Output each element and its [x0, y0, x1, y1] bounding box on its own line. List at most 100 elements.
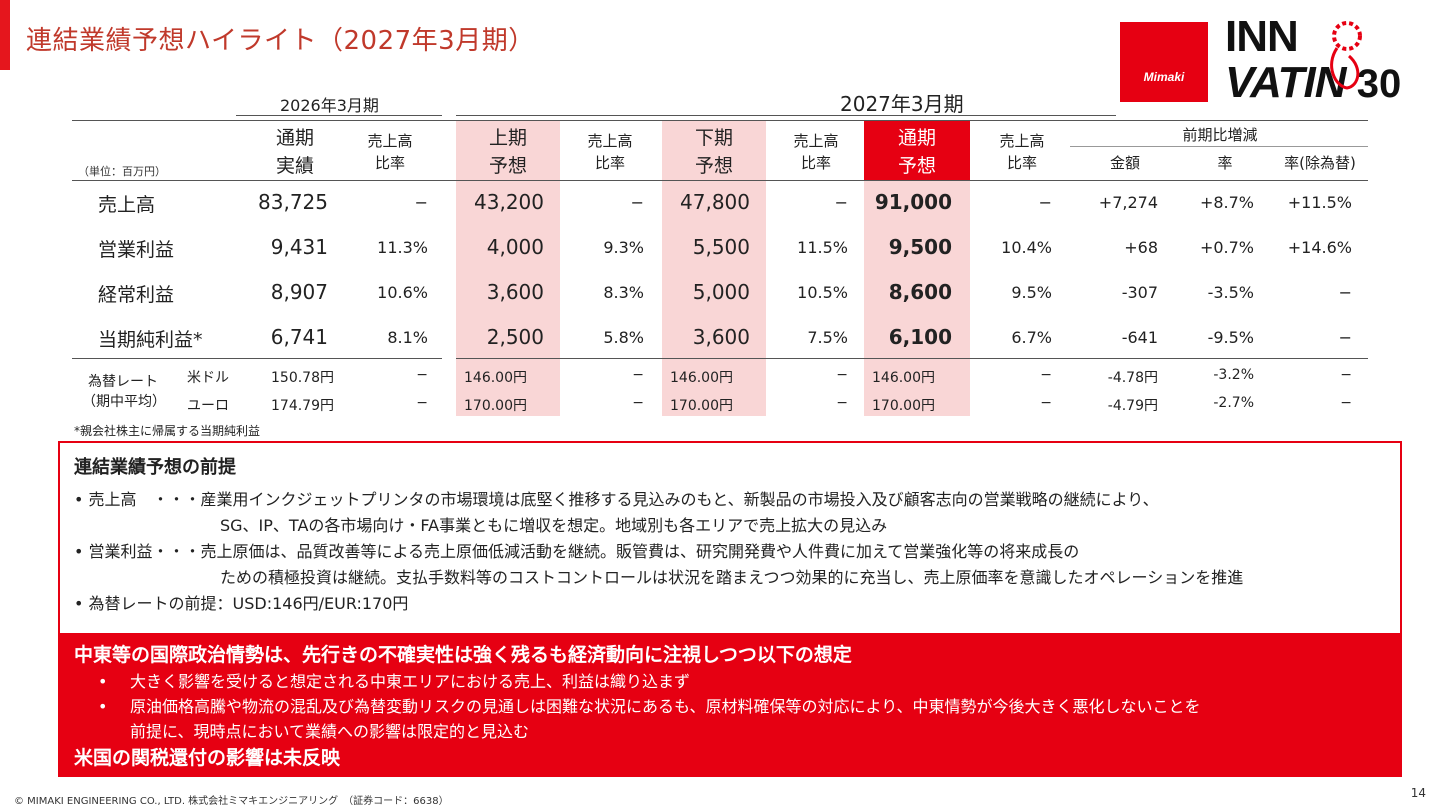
- fx-cell: −: [1340, 395, 1352, 411]
- table-cell: +11.5%: [1287, 193, 1352, 212]
- table-cell: 43,200: [474, 190, 544, 214]
- table-cell: +14.6%: [1287, 238, 1352, 257]
- middle-east-title: 中東等の国際政治情勢は、先行きの不確実性は強く残るも経済動向に注視しつつ以下の想…: [74, 644, 852, 666]
- divider: [236, 115, 442, 116]
- fx-label: 為替レート: [88, 374, 158, 390]
- header-rate: 率: [1217, 154, 1233, 172]
- fx-cell: −: [632, 367, 644, 383]
- header-rate-ex: 率(除為替): [1284, 154, 1356, 172]
- list-item: • 原油価格高騰や物流の混乱及び為替変動リスクの見通しは困難な状況にあるも、原材料…: [98, 697, 1201, 716]
- fx-cell: -4.78円: [1107, 370, 1158, 386]
- net-income-footnote: *親会社株主に帰属する当期純利益: [74, 424, 261, 438]
- header-ratio: 売上高 比率: [999, 132, 1045, 172]
- header-h2: 下期 予想: [694, 127, 733, 177]
- logo-brand: Mimaki: [1143, 70, 1185, 84]
- fx-cell: −: [1340, 367, 1352, 383]
- mimaki-logo: Mimaki: [1120, 22, 1208, 102]
- table-cell: 9,500: [888, 235, 952, 259]
- fx-cell: 146.00円: [872, 370, 935, 386]
- fx-cell: 174.79円: [271, 398, 334, 414]
- logo-line1: INN: [1225, 12, 1299, 61]
- table-cell: 83,725: [258, 190, 328, 214]
- row-label: 売上高: [98, 194, 156, 216]
- period-2027: 2027年3月期: [840, 92, 964, 116]
- header-ratio: 売上高 比率: [367, 132, 413, 172]
- table-cell: 47,800: [680, 190, 750, 214]
- premise-section: 連結業績予想の前提 • 売上高 ・・・産業用インクジェットプリンタの市場環境は底…: [60, 443, 1400, 633]
- table-cell: 6.7%: [1011, 328, 1052, 347]
- premise-line: ための積極投資は継続。支払手数料等のコストコントロールは状況を踏まえつつ効果的に…: [220, 568, 1244, 587]
- table-cell: 6,741: [270, 325, 328, 349]
- period-2026: 2026年3月期: [280, 96, 379, 115]
- header-h1: 上期 予想: [488, 127, 527, 177]
- list-item-continued: 前提に、現時点において業績への影響は限定的と見込む: [130, 722, 530, 741]
- premise-line: • 為替レートの前提：USD:146円/EUR:170円: [74, 594, 409, 613]
- table-cell: 4,000: [486, 235, 544, 259]
- fx-cell: 150.78円: [271, 370, 334, 386]
- divider: [456, 115, 1116, 116]
- middle-east-section: 中東等の国際政治情勢は、先行きの不確実性は強く残るも経済動向に注視しつつ以下の想…: [60, 633, 1400, 777]
- fx-cell: -2.7%: [1213, 395, 1254, 411]
- table-cell: 8.1%: [387, 328, 428, 347]
- premise-title: 連結業績予想の前提: [74, 457, 236, 478]
- table-cell: 9,431: [270, 235, 328, 259]
- table-cell: 91,000: [874, 190, 952, 214]
- table-cell: 6,100: [888, 325, 952, 349]
- table-cell: 11.3%: [377, 238, 428, 257]
- fx-cell: −: [1040, 395, 1052, 411]
- premise-line: SG、IP、TAの各市場向け・FA事業ともに増収を想定。地域別も各エリアで売上拡…: [220, 516, 888, 535]
- header-ratio: 売上高 比率: [793, 132, 839, 172]
- fx-cell: −: [836, 367, 848, 383]
- header-amount: 金額: [1109, 154, 1140, 172]
- table-cell: 9.3%: [603, 238, 644, 257]
- table-cell: 10.4%: [1001, 238, 1052, 257]
- fx-currency: 米ドル: [187, 370, 229, 386]
- table-cell: -307: [1121, 283, 1158, 302]
- page-title: 連結業績予想ハイライト（2027年3月期）: [26, 26, 535, 56]
- fx-currency: ユーロ: [187, 398, 229, 414]
- fx-divider: [72, 358, 442, 359]
- fx-cell: 146.00円: [464, 370, 527, 386]
- table-cell: +68: [1124, 238, 1158, 257]
- h2-column-bg: [662, 121, 766, 416]
- table-cell: 3,600: [486, 280, 544, 304]
- table-cell: -3.5%: [1207, 283, 1254, 302]
- header-ratio: 売上高 比率: [587, 132, 633, 172]
- page-number: 14: [1410, 786, 1426, 800]
- table-cell: −: [1338, 283, 1352, 302]
- premise-line: • 売上高 ・・・産業用インクジェットプリンタの市場環境は底堅く推移する見込みの…: [74, 490, 1159, 509]
- row-label: 経常利益: [98, 284, 175, 306]
- header-full-forecast: 通期 予想: [897, 127, 936, 177]
- table-cell: 5,000: [692, 280, 750, 304]
- fx-cell: -3.2%: [1213, 367, 1254, 383]
- header-full-actual: 通期 実績: [275, 127, 314, 177]
- list-item: • 大きく影響を受けると想定される中東エリアにおける売上、利益は織り込まず: [98, 672, 691, 691]
- header-bottom-line: [72, 180, 1368, 181]
- fx-cell: 170.00円: [670, 398, 733, 414]
- yoy-underline: [1070, 146, 1368, 147]
- tariff-note: 米国の関税還付の影響は未反映: [74, 747, 341, 769]
- table-cell: 3,600: [692, 325, 750, 349]
- fx-cell: -4.79円: [1107, 398, 1158, 414]
- fx-divider: [456, 358, 1368, 359]
- table-cell: 8.3%: [603, 283, 644, 302]
- table-cell: -9.5%: [1207, 328, 1254, 347]
- table-cell: 10.6%: [377, 283, 428, 302]
- full-forecast-column-bg: [864, 181, 970, 416]
- logo-swirl-icon: [1330, 21, 1362, 90]
- table-cell: 11.5%: [797, 238, 848, 257]
- row-label: 営業利益: [98, 239, 175, 261]
- logo-number: 30: [1356, 62, 1402, 106]
- table-cell: +0.7%: [1199, 238, 1254, 257]
- innovation-30-logo: INN VATIN 30: [1225, 14, 1401, 107]
- header-yoy: 前期比増減: [1182, 126, 1258, 144]
- table-cell: +8.7%: [1199, 193, 1254, 212]
- table-cell: +7,274: [1098, 193, 1158, 212]
- table-cell: −: [834, 193, 848, 212]
- table-cell: 2,500: [486, 325, 544, 349]
- table-cell: −: [414, 193, 428, 212]
- table-cell: 8,907: [270, 280, 328, 304]
- h1-column-bg: [456, 121, 560, 416]
- premise-line: • 営業利益・・・売上原価は、品質改善等による売上原価低減活動を継続。販管費は、…: [74, 542, 1080, 561]
- table-cell: 8,600: [888, 280, 952, 304]
